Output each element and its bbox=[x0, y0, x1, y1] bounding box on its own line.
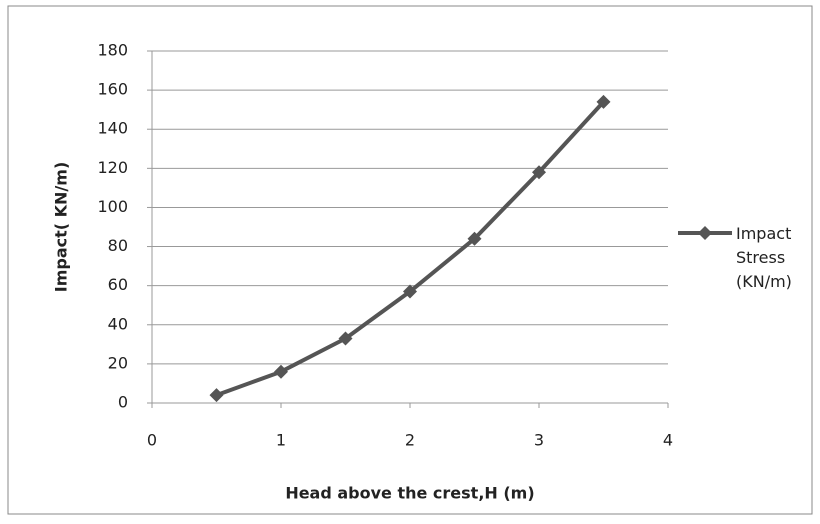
y-tick-label: 100 bbox=[97, 197, 128, 216]
chart-frame bbox=[7, 5, 813, 515]
y-tick-label: 120 bbox=[97, 158, 128, 177]
y-axis-title: Impact( KN/m) bbox=[52, 162, 71, 293]
y-tick-label: 80 bbox=[108, 236, 128, 255]
y-tick-label: 0 bbox=[118, 393, 128, 412]
x-tick-label: 0 bbox=[147, 431, 157, 450]
x-tick-label: 4 bbox=[663, 431, 673, 450]
y-tick-label: 20 bbox=[108, 353, 128, 372]
series-line bbox=[215, 100, 605, 398]
x-tick-label: 2 bbox=[405, 431, 415, 450]
y-tick-label: 180 bbox=[97, 41, 128, 60]
point-marker bbox=[403, 284, 417, 299]
y-tick-label: 160 bbox=[97, 80, 128, 99]
x-axis-title: Head above the crest,H (m) bbox=[285, 484, 534, 503]
x-tick-label: 3 bbox=[534, 431, 544, 450]
point-marker bbox=[274, 364, 288, 379]
x-tick-label: 1 bbox=[276, 431, 286, 450]
y-tick-label: 140 bbox=[97, 119, 128, 138]
point-marker bbox=[532, 165, 546, 180]
y-tick-label: 40 bbox=[108, 314, 128, 333]
point-marker bbox=[467, 231, 482, 246]
point-marker bbox=[338, 331, 353, 346]
legend-marker bbox=[698, 226, 712, 240]
legend-label: Impact Stress (KN/m) bbox=[736, 224, 792, 291]
point-marker bbox=[596, 94, 611, 109]
point-marker bbox=[209, 388, 224, 403]
y-tick-label: 60 bbox=[108, 275, 128, 294]
